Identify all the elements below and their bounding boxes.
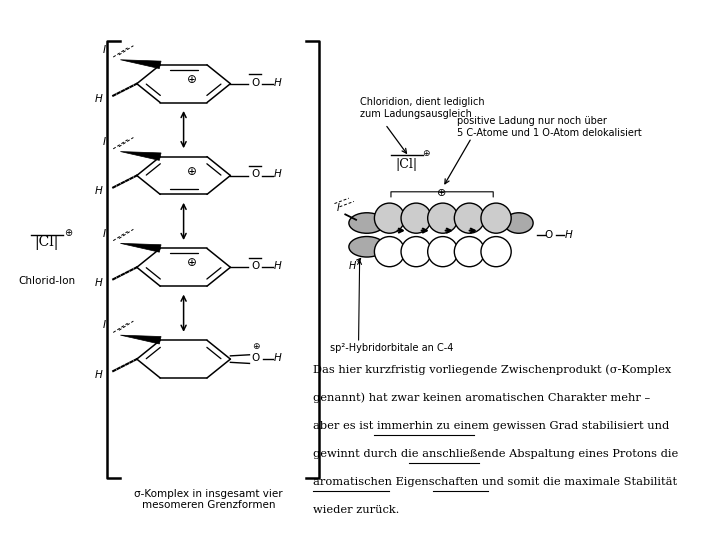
Text: ⊕: ⊕ (187, 73, 197, 86)
Text: Chlorid-Ion: Chlorid-Ion (18, 276, 76, 286)
Text: H: H (564, 230, 572, 240)
Ellipse shape (454, 237, 485, 267)
Ellipse shape (401, 203, 431, 233)
Text: I: I (103, 320, 106, 330)
Polygon shape (120, 335, 161, 344)
Text: σ-Komplex in insgesamt vier
mesomeren Grenzformen: σ-Komplex in insgesamt vier mesomeren Gr… (135, 489, 283, 510)
Text: positive Ladung nur noch über
5 C-Atome und 1 O-Atom delokalisiert: positive Ladung nur noch über 5 C-Atome … (457, 116, 642, 138)
Text: H: H (94, 94, 102, 104)
Ellipse shape (481, 237, 511, 267)
Text: aber es ist immerhin zu einem gewissen Grad stabilisiert und: aber es ist immerhin zu einem gewissen G… (313, 421, 670, 431)
Text: H: H (348, 261, 356, 271)
Text: H: H (274, 170, 282, 179)
Text: sp²-Hybridorbitale an C-4: sp²-Hybridorbitale an C-4 (330, 343, 453, 353)
Text: O: O (251, 261, 259, 271)
Text: aromatischen Eigenschaften und somit die maximale Stabilität: aromatischen Eigenschaften und somit die… (313, 477, 678, 487)
Ellipse shape (504, 213, 533, 233)
Text: H: H (94, 370, 102, 380)
Text: H: H (274, 353, 282, 363)
Ellipse shape (454, 203, 485, 233)
Ellipse shape (428, 237, 458, 267)
Ellipse shape (349, 213, 385, 233)
Text: Das hier kurzfristig vorliegende Zwischenprodukt (σ-Komplex: Das hier kurzfristig vorliegende Zwische… (313, 364, 672, 375)
Text: O: O (545, 230, 553, 240)
Text: O: O (251, 78, 259, 87)
Text: O: O (252, 353, 260, 363)
Text: I: I (103, 45, 106, 55)
Text: Chloridion, dient lediglich
zum Ladungsausgleich: Chloridion, dient lediglich zum Ladungsa… (360, 97, 485, 119)
Text: I: I (337, 203, 340, 213)
Polygon shape (120, 152, 161, 160)
Text: gewinnt durch die anschließende Abspaltung eines Protons die: gewinnt durch die anschließende Abspaltu… (313, 449, 678, 459)
Text: |Cl|: |Cl| (35, 235, 59, 251)
Text: ⊕: ⊕ (436, 188, 446, 198)
Text: H: H (94, 186, 102, 196)
Text: genannt) hat zwar keinen aromatischen Charakter mehr –: genannt) hat zwar keinen aromatischen Ch… (313, 393, 650, 403)
Text: ⊕: ⊕ (422, 150, 429, 158)
Ellipse shape (349, 237, 385, 257)
Text: ⊕: ⊕ (187, 256, 197, 269)
Polygon shape (120, 244, 161, 252)
Polygon shape (120, 60, 161, 69)
Text: H: H (274, 78, 282, 87)
Text: |Cl|: |Cl| (396, 158, 418, 171)
Text: H: H (94, 278, 102, 288)
Text: I: I (103, 137, 106, 147)
Ellipse shape (428, 203, 458, 233)
Text: ⊕: ⊕ (64, 228, 73, 238)
Text: ⊕: ⊕ (252, 342, 260, 350)
Text: wieder zurück.: wieder zurück. (313, 505, 400, 515)
Ellipse shape (401, 237, 431, 267)
Text: ⊕: ⊕ (187, 165, 197, 178)
Ellipse shape (374, 203, 405, 233)
Text: I: I (103, 228, 106, 239)
Ellipse shape (374, 237, 405, 267)
Text: O: O (251, 170, 259, 179)
Ellipse shape (481, 203, 511, 233)
Text: H: H (274, 261, 282, 271)
